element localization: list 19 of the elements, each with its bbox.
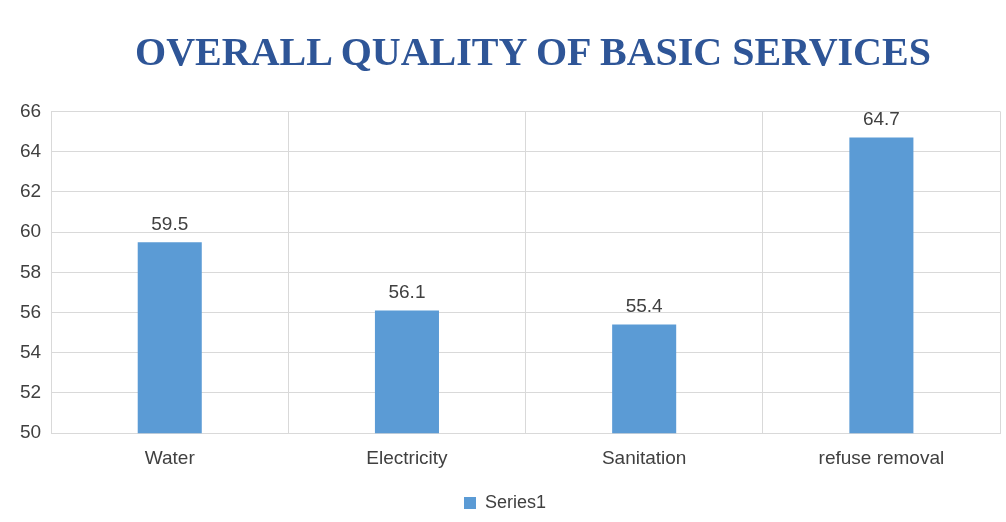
y-tick-label: 64 — [19, 139, 42, 161]
x-tick-label: Water — [144, 446, 196, 468]
y-tick-label: 58 — [19, 260, 42, 282]
y-tick-label: 62 — [19, 180, 42, 202]
x-tick-label: Sanitation — [601, 446, 687, 468]
data-label: 56.1 — [388, 281, 426, 303]
x-tick-label: refuse removal — [818, 446, 945, 468]
data-label: 59.5 — [151, 212, 189, 234]
x-tick-label: Electricity — [366, 446, 449, 468]
y-tick-label: 50 — [19, 421, 42, 443]
data-label: 64.7 — [862, 108, 900, 130]
y-tick-label: 66 — [19, 99, 42, 121]
y-tick-label: 52 — [19, 381, 42, 403]
legend-label: Series1 — [484, 491, 547, 512]
y-tick-label: 54 — [19, 340, 42, 362]
y-tick-label: 56 — [19, 300, 42, 322]
data-label: 55.4 — [625, 295, 664, 317]
chart-title: OVERALL QUALITY OF BASIC SERVICES — [134, 28, 932, 75]
y-tick-label: 60 — [19, 220, 42, 242]
